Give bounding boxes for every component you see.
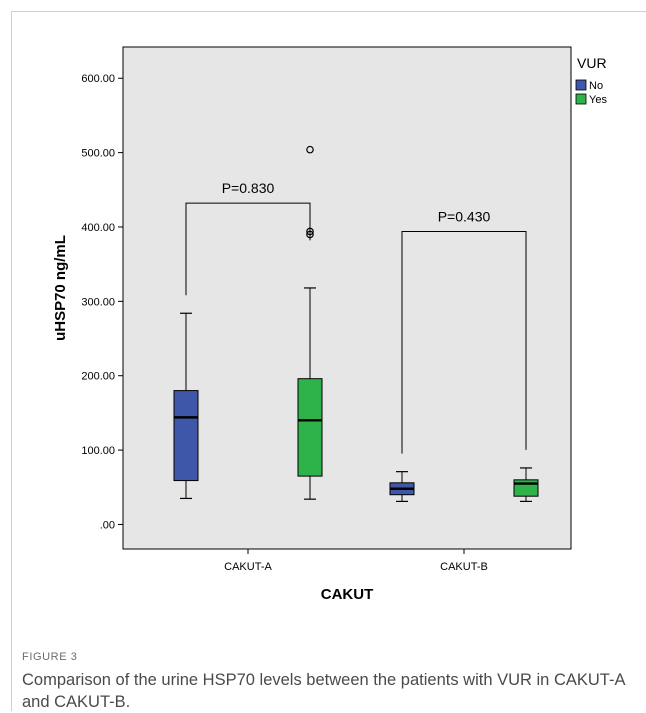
outlier-point	[306, 145, 314, 154]
y-axis: .00 100.00 200.00 300.00 400.00 500.00 600.00	[81, 73, 123, 531]
box-no-cakut-b	[389, 471, 415, 503]
figure-label: FIGURE 3	[22, 651, 78, 663]
legend-entry: No	[589, 80, 603, 92]
legend-entry: Yes	[589, 94, 607, 106]
x-tick-label: CAKUT-A	[224, 561, 272, 573]
y-tick-label: 200.00	[81, 371, 115, 383]
figure-caption: Comparison of the urine HSP70 levels bet…	[22, 671, 625, 711]
y-tick-label: 500.00	[81, 148, 115, 160]
y-tick-label: .00	[100, 519, 115, 531]
plot-border	[122, 46, 572, 550]
p-value-bracket	[401, 230, 527, 454]
legend: VUR No Yes	[575, 55, 607, 106]
p-value-annotations: P=0.830 P=0.430	[185, 180, 527, 454]
y-tick-label: 400.00	[81, 222, 115, 234]
boxplot-chart: .00100.00200.00300.00400.00500.00600.00 …	[52, 46, 607, 603]
legend-swatch	[575, 79, 587, 91]
p-value-bracket	[185, 202, 311, 296]
p-value-label: P=0.830	[222, 180, 275, 196]
legend-title: VUR	[577, 55, 607, 71]
x-axis-label: CAKUT	[321, 586, 374, 603]
y-tick-label: 600.00	[81, 73, 115, 85]
p-value-label: P=0.430	[438, 208, 491, 224]
legend-swatch	[575, 93, 587, 105]
y-tick-label: 300.00	[81, 296, 115, 308]
x-axis: CAKUT-A CAKUT-B	[224, 549, 488, 573]
box-marks	[173, 145, 539, 503]
box-iqr	[513, 479, 539, 497]
box-iqr	[297, 378, 323, 477]
x-tick-label: CAKUT-B	[440, 561, 488, 573]
y-tick-label: 100.00	[81, 445, 115, 457]
box-no-cakut-a	[173, 312, 199, 500]
figure-frame	[11, 11, 646, 711]
y-axis-label: uHSP70 ng/mL	[52, 235, 69, 341]
box-iqr	[173, 390, 199, 482]
box-yes-cakut-b	[513, 467, 539, 503]
